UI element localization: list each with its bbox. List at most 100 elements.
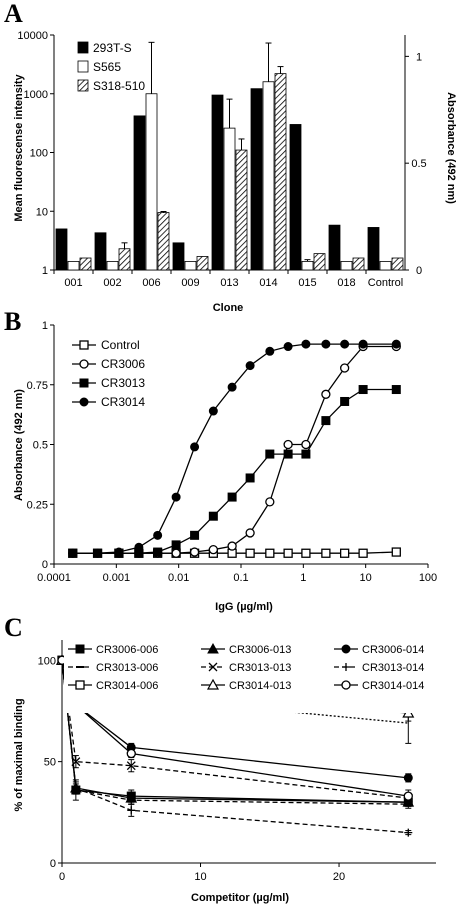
panel-a-bar <box>184 261 197 271</box>
panel-b-point <box>283 439 293 450</box>
panel-c-x-tick-label: 0 <box>59 871 65 883</box>
panel-a-bar <box>379 261 392 271</box>
panel-a-x-title: Clone <box>213 302 244 314</box>
panel-b-series-line <box>72 388 397 554</box>
panel-b-legend-marker <box>79 378 89 388</box>
panel-c-y-title: % of maximal binding <box>13 698 25 811</box>
panel-b-point <box>283 449 293 459</box>
panel-a-bar <box>55 228 68 271</box>
panel-b-point <box>190 530 200 540</box>
panel-b-point <box>134 542 144 552</box>
panel-b-y-title: Absorbance (492 nm) <box>13 389 25 501</box>
panel-b-point <box>265 548 275 558</box>
panel-c-legend-label: CR3013-006 <box>96 662 158 674</box>
panel-a-legend-label: S565 <box>93 60 121 74</box>
panel-a-y2-tick-label: 0.5 <box>411 158 426 170</box>
panel-c-point <box>71 757 81 767</box>
panel-b-point <box>93 548 103 558</box>
panel-b-x-tick-label: 0.01 <box>168 572 189 584</box>
panel-b-point <box>301 548 311 558</box>
panel-a-x-tick-label: 018 <box>337 277 355 289</box>
panel-b-point <box>283 342 293 352</box>
panel-a-bar <box>196 256 209 271</box>
panel-b-y-tick-label: 0 <box>42 559 48 571</box>
panel-c-legend-label: CR3014-006 <box>96 680 158 692</box>
panel-a-y-tick-label: 10000 <box>17 30 48 42</box>
panel-c-x-tick-label: 20 <box>333 871 345 883</box>
panel-b-x-tick-label: 0.0001 <box>37 572 71 584</box>
panel-letter-b: B <box>4 307 21 336</box>
panel-b-y-tick-label: 0.25 <box>27 499 48 511</box>
panel-b-point <box>340 396 350 406</box>
panel-b-point <box>245 361 255 371</box>
panel-b-point <box>283 548 293 558</box>
panel-b-point <box>358 385 368 395</box>
panel-a-x-tick-label: 006 <box>142 277 160 289</box>
panel-a-plot: 1 10 100 1000 10000 0 0.5 1 001 002 006 009 013 014 01… <box>17 30 426 289</box>
panel-c-legend-marker <box>208 662 218 672</box>
panel-b-plot: 0 0.25 0.5 0.75 1 0.0001 0.001 0.01 0.1 1 10 100 Con… <box>27 320 438 584</box>
panel-a-bar <box>328 224 341 271</box>
panel-b-point <box>265 497 275 507</box>
panel-a-x-tick-label: 001 <box>64 277 82 289</box>
panel-a-bar <box>223 127 236 271</box>
panel-a-y2-title: Absorbance (492 nm) <box>445 92 457 204</box>
panel-b-legend-marker <box>79 397 89 407</box>
panel-b-point <box>301 339 311 349</box>
panel-c-point <box>127 806 136 815</box>
panel-a-legend-label: S318-510 <box>93 79 145 93</box>
panel-a-bar <box>79 257 92 271</box>
panel-a-x-tick-label: 013 <box>220 277 238 289</box>
panel-b-legend-marker <box>79 340 89 350</box>
panel-a-bar <box>352 257 365 271</box>
panel-b-point <box>68 548 78 558</box>
panel-letter-a: A <box>4 0 23 28</box>
panel-a-x-tick-label: 002 <box>103 277 121 289</box>
panel-a-legend-label: 293T-S <box>93 41 132 55</box>
panel-c-legend-marker <box>341 680 351 690</box>
panel-c-y-tick-label: 100 <box>38 655 56 667</box>
panel-b-legend-label: CR3006 <box>101 357 145 371</box>
panel-b-legend-label: CR3014 <box>101 395 145 409</box>
panel-a-bar <box>67 261 80 271</box>
panel-a-bar <box>274 73 287 271</box>
panel-b-point <box>245 473 255 483</box>
panel-a-bar <box>211 94 224 271</box>
panel-a-bar <box>106 261 119 271</box>
panel-b-x-tick-label: 10 <box>360 572 372 584</box>
panel-a-bar <box>145 93 158 271</box>
panel-a-x-tick-label: 015 <box>298 277 316 289</box>
panel-b-point <box>190 442 200 452</box>
panel-c-legend-box <box>64 641 458 713</box>
panel-a-y-tick-label: 100 <box>30 148 48 160</box>
panel-a-y-tick-label: 10 <box>36 206 48 218</box>
panel-c-legend-label: CR3014-014 <box>362 680 424 692</box>
panel-b-point <box>153 547 163 557</box>
panel-b-x-title: IgG (µg/ml) <box>215 601 273 613</box>
panel-c-legend-label: CR3013-013 <box>229 662 291 674</box>
panel-a-bar <box>313 253 326 271</box>
panel-a-bar <box>340 261 353 271</box>
panel-b-point <box>391 385 401 395</box>
panel-a-x-tick-label: 009 <box>181 277 199 289</box>
panel-c-legend-label: CR3014-013 <box>229 680 291 692</box>
panel-a-legend-swatch <box>77 60 89 73</box>
panel-a-y2-tick-label: 0 <box>416 265 422 277</box>
panel-b-x-tick-label: 1 <box>300 572 306 584</box>
panel-a-bar <box>172 242 185 271</box>
panel-a-bar <box>301 261 314 271</box>
panel-b-point <box>227 541 237 551</box>
panel-b-point <box>153 530 163 540</box>
panel-a-bar <box>391 257 404 271</box>
panel-a-legend-swatch <box>77 79 89 92</box>
panel-c-legend-marker <box>342 663 350 671</box>
panel-a-bar <box>235 149 248 271</box>
panel-b-point <box>171 540 181 550</box>
panel-c-legend-label: CR3006-013 <box>229 644 291 656</box>
panel-b-point <box>208 511 218 521</box>
panel-b-point <box>114 547 124 557</box>
panel-b-legend-label: CR3013 <box>101 376 145 390</box>
panel-c-point <box>403 773 413 783</box>
panel-b-point <box>358 548 368 558</box>
